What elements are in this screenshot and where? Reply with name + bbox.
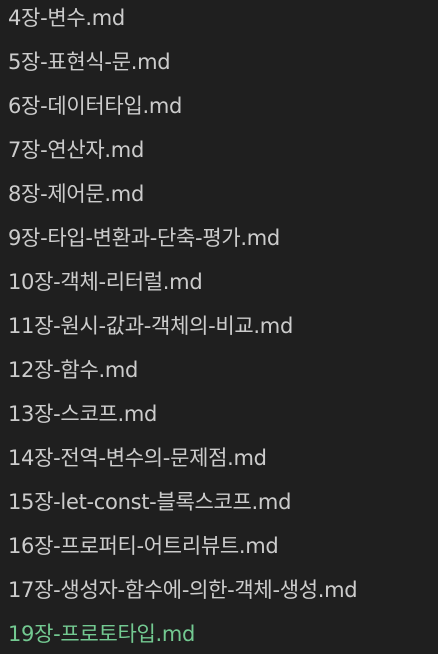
file-item-ch16[interactable]: 16장-프로퍼티-어트리뷰트.md	[8, 534, 279, 558]
file-item-ch19-modified[interactable]: 19장-프로토타입.md	[8, 622, 196, 646]
file-item-ch7[interactable]: 7장-연산자.md	[8, 138, 144, 162]
file-item-ch11[interactable]: 11장-원시-값과-객체의-비교.md	[8, 314, 293, 338]
file-item-ch5[interactable]: 5장-표현식-문.md	[8, 50, 171, 74]
file-item-ch17[interactable]: 17장-생성자-함수에-의한-객체-생성.md	[8, 578, 358, 602]
file-item-ch15[interactable]: 15장-let-const-블록스코프.md	[8, 490, 292, 514]
file-item-ch12[interactable]: 12장-함수.md	[8, 358, 139, 382]
file-item-ch13[interactable]: 13장-스코프.md	[8, 402, 158, 426]
file-item-ch8[interactable]: 8장-제어문.md	[8, 182, 144, 206]
file-item-ch9[interactable]: 9장-타입-변환과-단축-평가.md	[8, 226, 280, 250]
file-item-ch6[interactable]: 6장-데이터타입.md	[8, 94, 183, 118]
file-item-ch10[interactable]: 10장-객체-리터럴.md	[8, 270, 203, 294]
file-item-ch4[interactable]: 4장-변수.md	[8, 6, 125, 30]
file-item-ch14[interactable]: 14장-전역-변수의-문제점.md	[8, 446, 267, 470]
